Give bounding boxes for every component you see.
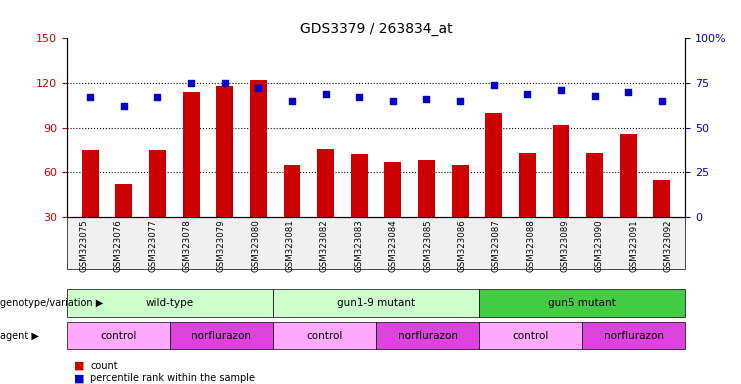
Text: GSM323087: GSM323087 (492, 219, 501, 271)
Point (622, 89, 634, 95)
Text: GSM323080: GSM323080 (251, 219, 260, 271)
Text: agent ▶: agent ▶ (0, 331, 39, 341)
Point (656, 98, 668, 104)
Point (185, 80, 197, 86)
Text: GSM323089: GSM323089 (561, 219, 570, 271)
Text: count: count (90, 361, 118, 371)
Text: GSM323078: GSM323078 (182, 219, 191, 271)
Text: GSM323076: GSM323076 (114, 219, 123, 271)
Bar (82, 150, 99, 262)
Bar (385, 162, 402, 262)
Text: GSM323081: GSM323081 (285, 219, 295, 271)
Bar (553, 125, 569, 262)
Bar (284, 165, 300, 262)
Text: norflurazon: norflurazon (604, 331, 664, 341)
Bar (183, 92, 199, 262)
Text: GSM323086: GSM323086 (457, 219, 467, 271)
Text: GSM323077: GSM323077 (148, 219, 157, 271)
Point (118, 103, 130, 109)
Bar (485, 113, 502, 262)
Point (84, 94, 96, 100)
Bar (317, 149, 334, 262)
Point (253, 85, 265, 91)
Point (454, 98, 466, 104)
Point (387, 98, 399, 104)
Point (522, 91, 534, 97)
Point (488, 82, 499, 88)
Text: GSM323085: GSM323085 (423, 219, 432, 271)
Point (588, 93, 600, 99)
Text: ■: ■ (74, 373, 84, 383)
Text: norflurazon: norflurazon (398, 331, 458, 341)
Bar (519, 153, 536, 262)
Text: GSM323088: GSM323088 (526, 219, 535, 271)
Text: GSM323084: GSM323084 (389, 219, 398, 271)
Text: GSM323091: GSM323091 (629, 219, 638, 271)
Bar (350, 154, 368, 262)
Text: control: control (306, 331, 342, 341)
Text: GSM323090: GSM323090 (595, 219, 604, 271)
Text: GSM323082: GSM323082 (320, 219, 329, 271)
Text: control: control (100, 331, 136, 341)
Bar (620, 134, 637, 262)
Text: percentile rank within the sample: percentile rank within the sample (90, 373, 256, 383)
Text: GSM323092: GSM323092 (664, 219, 673, 271)
Bar (654, 180, 671, 262)
Point (286, 98, 298, 104)
Bar (452, 165, 468, 262)
Point (219, 80, 230, 86)
Bar (586, 153, 603, 262)
Point (152, 94, 164, 100)
Bar (250, 80, 267, 262)
Bar (149, 150, 166, 262)
Text: ■: ■ (74, 361, 84, 371)
Text: gun1-9 mutant: gun1-9 mutant (337, 298, 415, 308)
Point (353, 94, 365, 100)
Text: genotype/variation ▶: genotype/variation ▶ (0, 298, 103, 308)
Text: gun5 mutant: gun5 mutant (548, 298, 617, 308)
Text: GSM323075: GSM323075 (79, 219, 88, 271)
Bar (418, 161, 435, 262)
Point (421, 96, 433, 102)
Bar (216, 86, 233, 262)
Point (319, 91, 331, 97)
Text: norflurazon: norflurazon (191, 331, 251, 341)
Text: GSM323083: GSM323083 (354, 219, 363, 271)
Text: wild-type: wild-type (146, 298, 194, 308)
Bar (116, 184, 132, 262)
Point (555, 87, 567, 93)
Text: GSM323079: GSM323079 (217, 219, 226, 271)
Text: control: control (513, 331, 549, 341)
Title: GDS3379 / 263834_at: GDS3379 / 263834_at (300, 22, 452, 36)
